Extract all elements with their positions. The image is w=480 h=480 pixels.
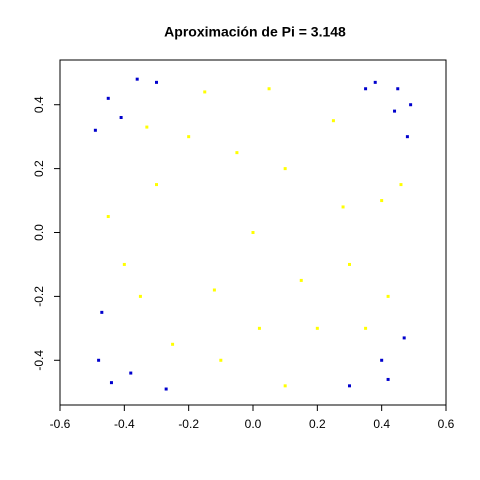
x-tick-label: 0.2 xyxy=(309,417,326,431)
point xyxy=(386,377,390,381)
point xyxy=(155,183,158,187)
point xyxy=(187,135,191,139)
point xyxy=(93,128,97,132)
point xyxy=(399,183,403,187)
point xyxy=(119,116,123,119)
point xyxy=(315,326,319,330)
x-tick-label: 0.6 xyxy=(438,417,455,431)
point xyxy=(235,151,239,155)
point xyxy=(100,310,104,314)
y-tick-label: 0.2 xyxy=(32,160,46,177)
point xyxy=(405,135,409,139)
point xyxy=(364,87,368,91)
point xyxy=(402,336,406,340)
x-tick-label: 0.0 xyxy=(245,417,262,431)
point xyxy=(106,215,110,219)
point xyxy=(283,384,287,388)
point xyxy=(135,77,139,81)
point xyxy=(299,278,303,282)
point xyxy=(283,167,287,171)
point xyxy=(257,326,261,330)
point xyxy=(348,262,351,266)
point xyxy=(380,199,384,203)
point xyxy=(155,80,158,84)
point xyxy=(341,205,345,209)
point xyxy=(251,231,255,234)
y-tick-label: -0.2 xyxy=(32,286,46,307)
point xyxy=(212,288,216,292)
point xyxy=(171,342,175,346)
y-tick-label: 0.0 xyxy=(32,224,46,241)
point xyxy=(109,381,113,385)
point xyxy=(129,371,133,375)
x-tick-label: -0.6 xyxy=(50,417,71,431)
point xyxy=(97,358,101,362)
y-tick-label: 0.4 xyxy=(32,96,46,113)
point xyxy=(386,294,390,298)
point xyxy=(396,87,400,91)
point xyxy=(138,294,142,298)
point xyxy=(164,387,168,391)
y-tick-label: -0.4 xyxy=(32,350,46,371)
point xyxy=(219,358,223,362)
x-tick-label: -0.2 xyxy=(178,417,199,431)
point xyxy=(106,96,110,100)
point xyxy=(267,87,271,91)
point xyxy=(393,109,397,113)
point xyxy=(145,125,149,129)
chart-title: Aproximación de Pi = 3.148 xyxy=(164,24,346,40)
point xyxy=(373,80,377,84)
point xyxy=(409,103,413,107)
point xyxy=(203,90,207,94)
x-tick-label: 0.4 xyxy=(373,417,390,431)
point xyxy=(348,384,351,388)
point xyxy=(380,358,384,362)
x-tick-label: -0.4 xyxy=(114,417,135,431)
point xyxy=(122,262,126,266)
point xyxy=(331,119,335,123)
point xyxy=(364,326,368,330)
